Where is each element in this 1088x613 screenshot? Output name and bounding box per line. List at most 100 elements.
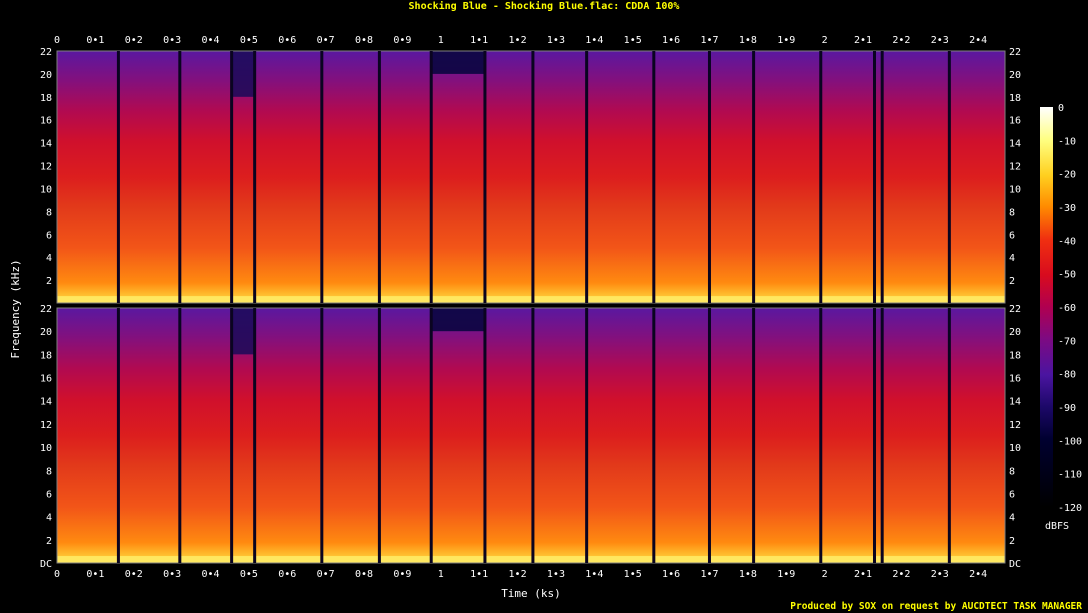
- y-tick-label-right: 2: [1009, 536, 1015, 547]
- x-tick-label: 1•3: [547, 569, 565, 580]
- y-tick-label-right: 20: [1009, 70, 1021, 81]
- y-tick-label-right: 8: [1009, 466, 1015, 477]
- x-tick-label: 1: [438, 569, 444, 580]
- x-tick-label: 2•1: [854, 35, 872, 46]
- track-boundary-line: [819, 51, 823, 303]
- track-boundary-line: [253, 308, 257, 563]
- x-tick-label: 0•5: [240, 569, 258, 580]
- x-tick-label: 1•2: [509, 569, 527, 580]
- colorbar-tick-label: -10: [1058, 136, 1076, 147]
- colorbar-label: dBFS: [1045, 521, 1069, 532]
- track-boundary-line: [652, 51, 656, 303]
- x-tick-label: 2•2: [892, 35, 910, 46]
- colorbar-tick-label: -80: [1058, 370, 1076, 381]
- y-tick-label-left: 12: [40, 162, 52, 173]
- y-tick-label-right: 12: [1009, 420, 1021, 431]
- track-boundary-line: [253, 51, 257, 303]
- y-tick-label-right: DC: [1009, 559, 1021, 570]
- track-boundary-line: [531, 51, 535, 303]
- y-tick-label-left: DC: [40, 559, 52, 570]
- channel-1-dc-band: [57, 296, 1005, 303]
- y-tick-label-right: 10: [1009, 184, 1021, 195]
- x-tick-label: 1•2: [509, 35, 527, 46]
- x-tick-label: 1•8: [739, 569, 757, 580]
- y-tick-label-left: 18: [40, 93, 52, 104]
- y-tick-label-left: 22: [40, 47, 52, 58]
- y-tick-label-left: 14: [40, 139, 52, 150]
- y-tick-label-left: 14: [40, 397, 52, 408]
- x-tick-label: 1•9: [777, 35, 795, 46]
- x-tick-label: 0•3: [163, 569, 181, 580]
- x-tick-label: 0•4: [201, 35, 219, 46]
- track-boundary-line: [116, 308, 120, 563]
- track-boundary-line: [320, 51, 324, 303]
- track-boundary-line: [947, 308, 951, 563]
- footer-credit: Produced by SOX on request by AUCDTECT T…: [790, 601, 1082, 612]
- track-boundary-line: [873, 308, 877, 563]
- colorbar-tick-label: -90: [1058, 403, 1076, 414]
- track-boundary-line: [652, 308, 656, 563]
- y-tick-label-left: 8: [46, 466, 52, 477]
- y-tick-label-right: 18: [1009, 350, 1021, 361]
- track-boundary-line: [707, 51, 711, 303]
- channel-2-spectrum: [57, 308, 1005, 563]
- colorbar-tick-label: 0: [1058, 103, 1064, 114]
- track-boundary-line: [707, 308, 711, 563]
- x-tick-label: 1•6: [662, 569, 680, 580]
- x-tick-label: 0•9: [393, 569, 411, 580]
- y-tick-label-right: 4: [1009, 253, 1015, 264]
- y-tick-label-right: 2: [1009, 276, 1015, 287]
- x-tick-label: 0•3: [163, 35, 181, 46]
- x-tick-label: 0•8: [355, 35, 373, 46]
- channel-2-dc-band: [57, 556, 1005, 563]
- x-tick-label: 1•1: [470, 569, 488, 580]
- y-tick-label-left: 10: [40, 184, 52, 195]
- x-tick-label: 1•5: [624, 569, 642, 580]
- x-tick-label: 2•3: [931, 35, 949, 46]
- x-tick-label: 0•9: [393, 35, 411, 46]
- y-tick-label-left: 22: [40, 304, 52, 315]
- y-tick-label-right: 10: [1009, 443, 1021, 454]
- x-tick-label: 1•4: [585, 35, 603, 46]
- y-tick-label-left: 12: [40, 420, 52, 431]
- track-boundary-line: [752, 51, 756, 303]
- channel-1-hf-cutoff: [431, 51, 485, 74]
- colorbar-tick-label: -110: [1058, 470, 1082, 481]
- colorbar-ticks: 0 -10 -20 -30 -40 -50 -60 -70 -80 -90 -100 -110 -120: [1058, 103, 1082, 514]
- x-tick-label: 2•3: [931, 569, 949, 580]
- track-boundary-line: [429, 51, 433, 303]
- x-tick-label: 2: [822, 569, 828, 580]
- colorbar-tick-label: -20: [1058, 170, 1076, 181]
- x-tick-label: 0: [54, 569, 60, 580]
- x-tick-label: 0•1: [86, 35, 104, 46]
- colorbar-tick-label: -50: [1058, 270, 1076, 281]
- channel-2-quiet-track: [231, 308, 255, 355]
- track-boundaries: [116, 51, 951, 563]
- y-tick-label-right: 8: [1009, 207, 1015, 218]
- track-boundary-line: [585, 51, 589, 303]
- track-boundary-line: [819, 308, 823, 563]
- y-tick-label-right: 6: [1009, 230, 1015, 241]
- y-tick-label-left: 16: [40, 374, 52, 385]
- track-boundary-line: [752, 308, 756, 563]
- y-tick-label-right: 4: [1009, 513, 1015, 524]
- channel-2-frame: [56, 307, 1006, 564]
- colorbar-tick-label: -70: [1058, 336, 1076, 347]
- y-tick-label-right: 12: [1009, 162, 1021, 173]
- colorbar-tick-label: -30: [1058, 203, 1076, 214]
- track-boundary-line: [116, 51, 120, 303]
- y-tick-label-left: 20: [40, 327, 52, 338]
- track-boundary-line: [178, 308, 182, 563]
- track-boundary-line: [230, 51, 234, 303]
- x-tick-label: 0•6: [278, 569, 296, 580]
- y-tick-label-left: 18: [40, 350, 52, 361]
- chart-title: Shocking Blue - Shocking Blue.flac: CDDA…: [409, 0, 680, 12]
- x-tick-label: 0•2: [125, 569, 143, 580]
- x-tick-label: 1•7: [700, 35, 718, 46]
- track-boundary-line: [230, 308, 234, 563]
- x-tick-label: 1•7: [700, 569, 718, 580]
- track-boundary-line: [178, 51, 182, 303]
- y-tick-label-left: 6: [46, 489, 52, 500]
